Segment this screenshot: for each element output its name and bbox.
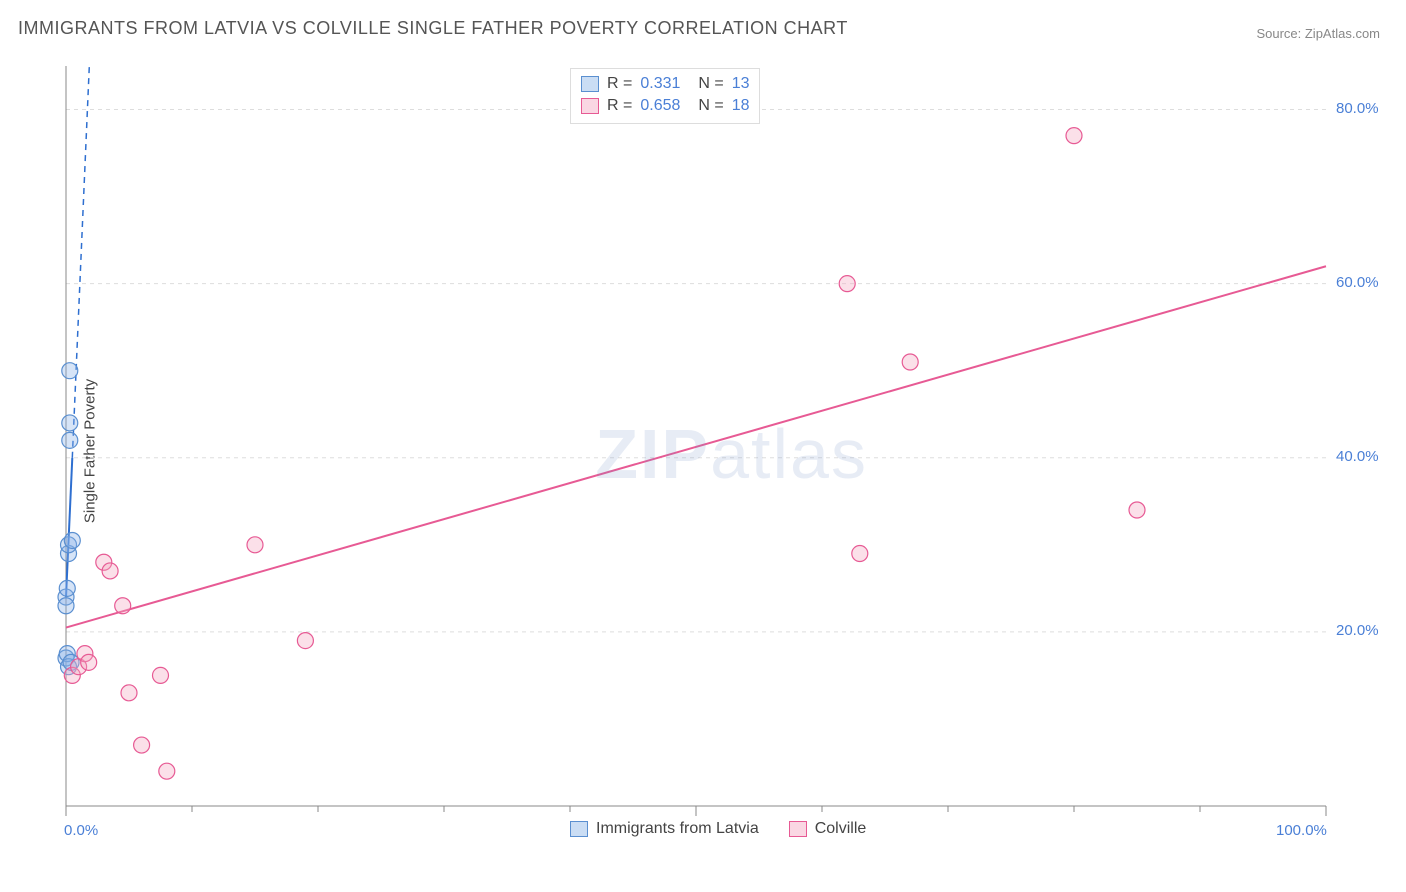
legend-label: Colville: [815, 820, 867, 838]
y-tick-label: 60.0%: [1336, 274, 1378, 291]
n-label: N =: [698, 75, 723, 93]
x-tick-label: 0.0%: [64, 822, 98, 839]
chart-title: IMMIGRANTS FROM LATVIA VS COLVILLE SINGL…: [18, 18, 848, 39]
n-value: 18: [732, 97, 750, 115]
r-value: 0.331: [640, 75, 690, 93]
legend-swatch: [581, 98, 599, 114]
legend-swatch: [789, 821, 807, 837]
r-label: R =: [607, 97, 632, 115]
legend-label: Immigrants from Latvia: [596, 820, 759, 838]
legend-swatch: [570, 821, 588, 837]
chart-container: Single Father Poverty ZIPatlas R =0.331N…: [48, 56, 1388, 846]
scatter-plot: [48, 56, 1388, 846]
r-label: R =: [607, 75, 632, 93]
x-tick-label: 100.0%: [1276, 822, 1327, 839]
y-tick-label: 80.0%: [1336, 100, 1378, 117]
bottom-legend: Immigrants from Latvia Colville: [570, 820, 866, 838]
n-label: N =: [698, 97, 723, 115]
legend-stats-box: R = 0.331 N = 13 R = 0.658 N = 18: [570, 68, 760, 124]
legend-stats-row: R = 0.331 N = 13: [581, 73, 749, 95]
source-label: Source: ZipAtlas.com: [1256, 26, 1380, 41]
n-value: 13: [732, 75, 750, 93]
legend-item: Immigrants from Latvia: [570, 820, 759, 838]
legend-swatch: [581, 76, 599, 92]
legend-item: Colville: [789, 820, 867, 838]
legend-stats-row: R = 0.658 N = 18: [581, 95, 749, 117]
r-value: 0.658: [640, 97, 690, 115]
y-tick-label: 20.0%: [1336, 622, 1378, 639]
y-tick-label: 40.0%: [1336, 448, 1378, 465]
